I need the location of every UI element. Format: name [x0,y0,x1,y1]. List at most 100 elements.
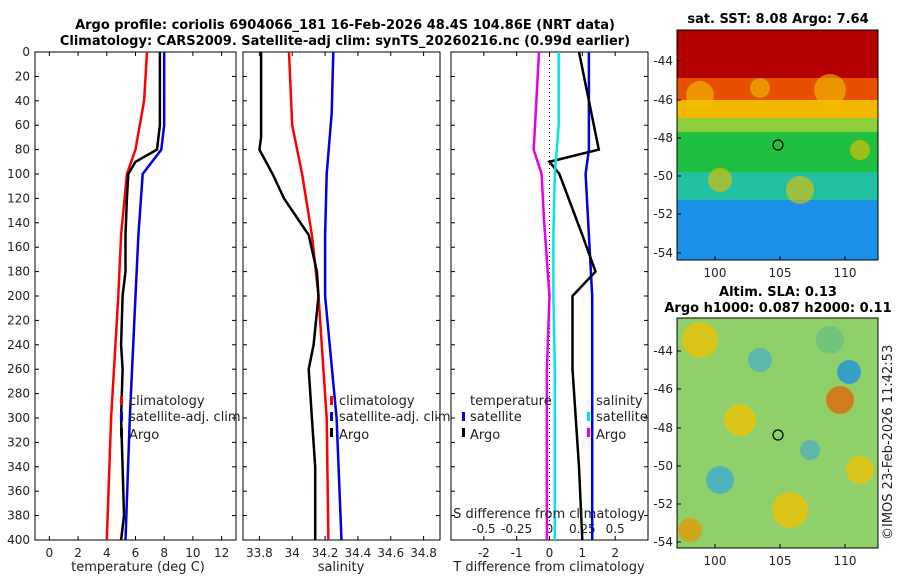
legend-label-s-argo: Argo [596,428,626,443]
sla-blob [800,440,820,460]
title-line-1: Argo profile: coriolis 6904066_181 16-Fe… [75,18,615,33]
x-tick-label: 34 [285,546,300,560]
x2-tick-label: 0 [546,522,554,536]
lon-tick-label: 100 [704,554,727,568]
sst-band [677,132,878,172]
sla-blob [706,466,734,494]
x-tick-label: 34.6 [377,546,404,560]
sst-patch [814,74,846,106]
x-tick-label: 10 [185,546,200,560]
imos-watermark: ©IMOS 23-Feb-2026 11:42:53 [881,345,896,540]
x-tick-label: 8 [160,546,168,560]
x-tick-label: 34.4 [345,546,372,560]
legend-swatch-t-argo [462,428,465,437]
legend-swatch-climatology [120,396,123,405]
lon-tick-label: 105 [769,554,792,568]
series-line-s-satellite [552,52,560,540]
legend-label-argo: Argo [339,428,369,443]
y-tick-label: 100 [7,167,30,181]
sst-band [677,118,878,132]
x-tick-label: 34.2 [312,546,339,560]
temperature-xlabel: temperature (deg C) [71,560,205,575]
sst-bands [677,30,878,260]
legend-swatch-s-satellite [587,412,590,421]
legend-swatch-satellite [120,412,123,421]
sla-map-ticks: -44 -46 -48 -50 -52 -54 100 105 110 [653,317,879,568]
plot-frame [242,51,441,541]
y-tick-label: 80 [15,143,30,157]
y-tick-label: 260 [7,362,30,376]
sst-band [677,172,878,200]
lat-tick-label: -44 [653,54,673,68]
map2-title-2: Argo h1000: 0.087 h2000: 0.11 [664,301,891,316]
y-tick-label: 300 [7,411,30,425]
lat-tick-label: -46 [653,382,673,396]
lon-tick-label: 110 [834,266,857,280]
sla-blob [772,492,808,528]
x-tick-label: 2 [74,546,82,560]
series-line-t-satellite [584,52,594,540]
legend-swatch-satellite [330,412,333,421]
legend-label-t-satellite: satellite [470,410,522,425]
series-line-argo [258,52,320,540]
lat-tick-label: -54 [653,535,673,549]
map-border [676,29,879,261]
legend-swatch-argo [330,428,333,437]
sst-band [677,200,878,260]
y-tick-label: 180 [7,265,30,279]
temperature-panel: 0204060801001201401601802002202402602803… [7,45,237,560]
series-line-satellite-adj-clim [323,51,343,541]
difference-xlabel: T difference from climatology [452,560,645,575]
salinity-panel: 33.8 34 34.2 34.4 34.6 34.8 [242,51,441,560]
y-tick-label: 220 [7,313,30,327]
sst-map-ticks: -44 -46 -48 -50 -52 -54 100 105 110 [653,29,879,280]
legend-swatch-argo [120,428,123,437]
difference-panel: -2 -1 0 1 2-0.5 -0.25 0 0.25 0.5 [450,51,649,560]
x-tick-label: 0 [546,546,554,560]
lat-tick-label: -50 [653,459,673,473]
x-tick-label: 33.8 [246,546,273,560]
lat-tick-label: -52 [653,497,673,511]
series-line-climatology [105,51,149,541]
x-tick-label: 0 [46,546,54,560]
legend-title-temperature: temperature [470,394,552,409]
sla-blob [678,518,702,542]
legend-label-satellite: satellite-adj. clim [339,410,451,425]
y-tick-label: 200 [7,289,30,303]
sst-patch [708,168,732,192]
map-border [676,317,879,549]
x-tick-label: 4 [103,546,111,560]
legend-label-s-satellite: satellite [596,410,648,425]
y-tick-label: 60 [15,118,30,132]
legend-label-climatology: climatology [129,394,205,409]
lon-tick-label: 105 [769,266,792,280]
sla-blob [682,322,718,358]
sst-patch [686,81,714,109]
sst-band [677,30,878,78]
sla-blob [826,386,854,414]
sla-blob [724,404,756,436]
x2-tick-label: 0.5 [606,522,625,536]
x-tick-label: -2 [478,546,490,560]
sla-map: -44 -46 -48 -50 -52 -54 100 105 110 [653,317,879,568]
sst-map: -44 -46 -48 -50 -52 -54 100 105 110 [653,29,879,280]
sla-blob [837,360,861,384]
sla-blob [748,348,772,372]
legend-swatch-s-argo [587,428,590,437]
y-tick-label: 340 [7,460,30,474]
y-tick-label: 140 [7,216,30,230]
x-tick-label: 2 [611,546,619,560]
argo-location-marker [772,139,784,151]
y-tick-label: 320 [7,435,30,449]
x-tick-label: 12 [214,546,229,560]
x-tick-label: 6 [132,546,140,560]
title-line-2: Climatology: CARS2009. Satellite-adj cli… [60,34,630,49]
salinity-legend: climatology satellite-adj. clim Argo [330,394,451,443]
legend-label-t-argo: Argo [470,428,500,443]
sst-patch [750,78,770,98]
x-tick-label: -1 [511,546,523,560]
sst-patch [850,140,870,160]
y-tick-label: 360 [7,484,30,498]
y-tick-label: 160 [7,240,30,254]
